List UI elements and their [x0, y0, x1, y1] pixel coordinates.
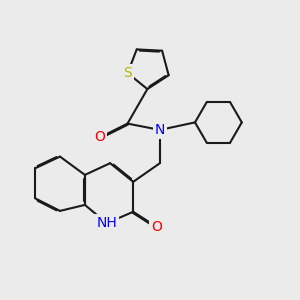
Text: O: O	[94, 130, 105, 144]
Text: NH: NH	[96, 216, 117, 230]
Text: N: N	[155, 123, 165, 137]
Text: O: O	[151, 220, 162, 234]
Text: S: S	[123, 66, 132, 80]
